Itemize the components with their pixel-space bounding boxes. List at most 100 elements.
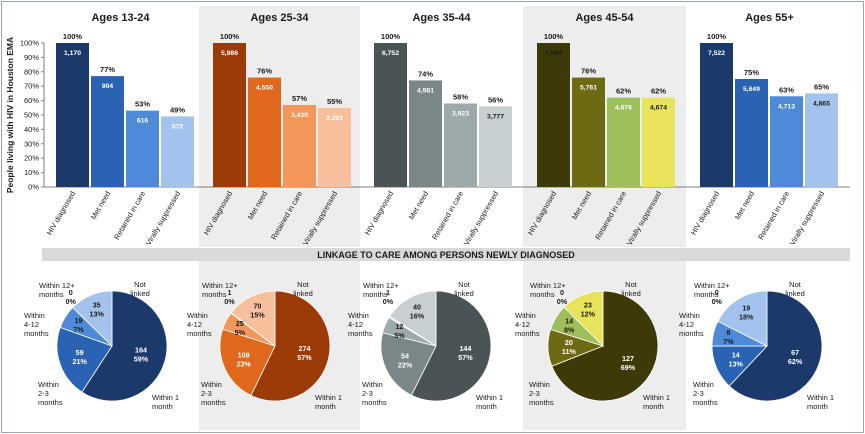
bar — [91, 76, 124, 187]
bar — [126, 110, 159, 187]
callout-within-2-3-months: 2-3 — [529, 389, 540, 398]
pie-slice — [250, 290, 331, 402]
pie-value-label: 144 — [459, 344, 471, 353]
bar-percent-label: 76% — [257, 67, 272, 76]
callout-within-2-3-months: Within — [693, 380, 714, 389]
bar-count-label: 3,281 — [326, 115, 343, 122]
pie-slice — [410, 290, 492, 402]
callout-within-2-3-months: months — [693, 398, 718, 407]
bar — [444, 103, 477, 187]
bar-count-label: 5,986 — [221, 50, 238, 57]
bar-percent-label: 63% — [779, 85, 794, 94]
callout-within-2-3-months: Within — [362, 380, 383, 389]
callout-within-2-3-months: Within — [529, 380, 550, 389]
pie-value-label: 1 — [227, 288, 231, 297]
callout-not-linked: linked — [621, 289, 641, 298]
pie-value-label: 54 — [401, 351, 409, 360]
callout-within-4-12-months: Within — [515, 311, 536, 320]
pie-percent-label: 7% — [73, 325, 84, 334]
bar-percent-label: 49% — [170, 105, 185, 114]
pie-slice — [380, 332, 437, 396]
callout-not-linked: linked — [785, 289, 805, 298]
pie-percent-label: 0% — [224, 297, 235, 306]
callout-within-4-12-months: Within — [348, 311, 369, 320]
bar-percent-label: 75% — [744, 68, 759, 77]
callout-within-1-month: Within 1 — [807, 393, 834, 402]
bar-count-label: 4,865 — [813, 100, 830, 107]
pie-percent-label: 21% — [72, 357, 87, 366]
callout-within-12-months: months — [363, 290, 388, 299]
bar-count-label: 616 — [137, 118, 149, 125]
pie-value-label: 14 — [732, 351, 740, 360]
bar — [409, 80, 442, 187]
bar-percent-label: 65% — [814, 82, 829, 91]
bar — [642, 97, 675, 187]
pie-percent-label: 8% — [564, 325, 575, 334]
bar — [283, 104, 316, 187]
bar-count-label: 7,594 — [545, 50, 562, 57]
callout-within-4-12-months: months — [24, 329, 49, 338]
callout-within-2-3-months: months — [362, 398, 387, 407]
x-category-label: Virally suppressed — [462, 190, 500, 247]
bar — [735, 79, 768, 187]
pie-percent-label: 18% — [739, 312, 754, 321]
pie-value-label: 109 — [238, 350, 250, 359]
pie-slice — [219, 328, 276, 396]
callout-within-12-months: Within 12+ — [530, 281, 566, 290]
bar-count-label: 4,550 — [256, 85, 273, 92]
x-category-label: HIV diagnosed — [363, 190, 395, 237]
pie-percent-label: 7% — [723, 337, 734, 346]
pie-percent-label: 22% — [398, 360, 413, 369]
callout-not-linked: linked — [130, 289, 150, 298]
x-category-label: Retained in care — [430, 190, 465, 242]
bar-count-label: 904 — [102, 83, 114, 90]
bar-percent-label: 57% — [292, 94, 307, 103]
bar-count-label: 4,981 — [417, 87, 434, 94]
age-group-title: Ages 55+ — [745, 12, 794, 24]
pie-value-label: 12 — [395, 322, 403, 331]
pie-percent-label: 12% — [581, 309, 596, 318]
bar — [161, 116, 194, 187]
callout-not-linked: Not — [789, 280, 802, 289]
y-axis-title: People living with HIV in Houston EMA — [5, 37, 15, 193]
bar-count-label: 4,713 — [778, 103, 795, 110]
pie-value-label: 19 — [742, 303, 750, 312]
x-category-label: Retained in care — [112, 190, 147, 242]
pie-value-label: 59 — [76, 348, 84, 357]
pie-percent-label: 23% — [236, 359, 251, 368]
pie-value-label: 274 — [298, 344, 310, 353]
y-tick-label: 70% — [24, 82, 39, 91]
pie-percent-label: 57% — [297, 353, 312, 362]
x-category-label: HIV diagnosed — [45, 190, 77, 237]
bar-count-label: 4,674 — [650, 105, 667, 112]
callout-not-linked: Not — [458, 280, 471, 289]
y-tick-label: 10% — [24, 168, 39, 177]
pie-slice — [717, 290, 768, 347]
linkage-banner — [42, 248, 850, 261]
y-tick-label: 40% — [24, 125, 39, 134]
bar-count-label: 3,923 — [452, 110, 469, 117]
y-tick-label: 80% — [24, 67, 39, 76]
x-category-label: Retained in care — [756, 190, 791, 242]
pie-slice — [230, 290, 276, 347]
pie-slice — [551, 290, 659, 402]
callout-not-linked: Not — [134, 280, 147, 289]
pie-value-label: 127 — [622, 354, 634, 363]
callout-not-linked: Not — [625, 280, 638, 289]
pie-percent-label: 15% — [250, 311, 265, 320]
bar — [537, 43, 570, 187]
callout-within-1-month: month — [807, 402, 828, 411]
pie-percent-label: 13% — [89, 309, 104, 318]
callout-within-12-months: months — [694, 290, 719, 299]
age-group-title: Ages 45-54 — [575, 12, 634, 24]
pie-percent-label: 69% — [621, 363, 636, 372]
bar-percent-label: 74% — [418, 69, 433, 78]
pie-percent-label: 62% — [788, 357, 803, 366]
pie-value-label: 20 — [565, 338, 573, 347]
callout-within-1-month: month — [152, 402, 173, 411]
pie-value-label: 25 — [236, 319, 244, 328]
callout-within-12-months: Within 12+ — [694, 281, 730, 290]
callout-within-2-3-months: 2-3 — [201, 389, 212, 398]
pie-value-label: 1 — [386, 288, 390, 297]
x-category-label: Met need — [89, 190, 112, 222]
